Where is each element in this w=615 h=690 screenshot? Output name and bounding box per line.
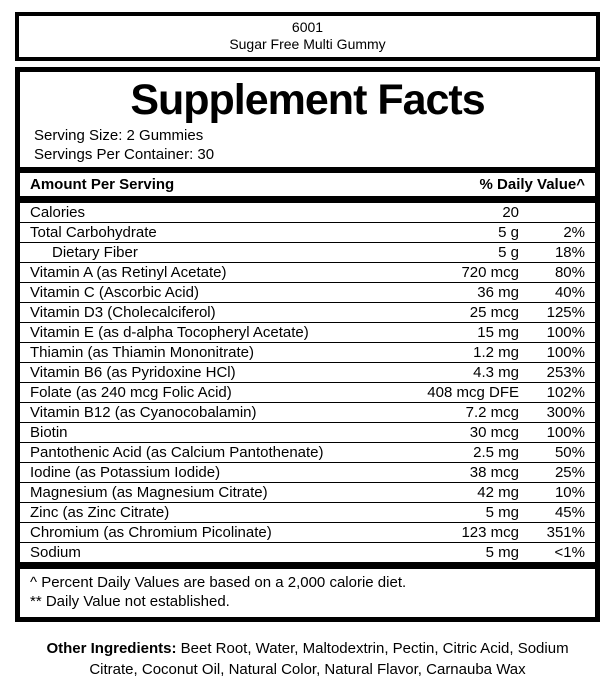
nutrient-daily-value: 253% xyxy=(546,363,585,381)
nutrient-name: Total Carbohydrate xyxy=(30,223,157,241)
table-row: Folate (as 240 mcg Folic Acid) 408 mcg D… xyxy=(20,383,595,403)
nutrient-daily-value: 125% xyxy=(546,303,585,321)
nutrient-amount: 38 mcg xyxy=(469,463,519,481)
nutrient-daily-value: 18% xyxy=(554,243,585,261)
nutrient-amount: 4.3 mg xyxy=(473,363,519,381)
nutrient-amount: 42 mg xyxy=(477,483,519,501)
nutrient-daily-value: 40% xyxy=(554,283,585,301)
table-row: Vitamin E (as d-alpha Tocopheryl Acetate… xyxy=(20,323,595,343)
nutrient-amount: 25 mcg xyxy=(469,303,519,321)
table-row: Vitamin A (as Retinyl Acetate) 720 mcg 8… xyxy=(20,263,595,283)
table-row: Pantothenic Acid (as Calcium Pantothenat… xyxy=(20,443,595,463)
table-row: Biotin 30 mcg 100% xyxy=(20,423,595,443)
nutrient-daily-value: 25% xyxy=(554,463,585,481)
nutrient-amount: 5 g xyxy=(498,223,519,241)
nutrient-name: Vitamin A (as Retinyl Acetate) xyxy=(30,263,227,281)
nutrient-name: Chromium (as Chromium Picolinate) xyxy=(30,523,272,541)
nutrient-amount: 36 mg xyxy=(477,283,519,301)
product-code: 6001 xyxy=(291,19,324,35)
nutrient-name: Biotin xyxy=(30,423,68,441)
nutrient-amount: 5 mg xyxy=(485,543,519,561)
other-ingredients-text: Beet Root, Water, Maltodextrin, Pectin, … xyxy=(89,640,569,678)
table-row: Zinc (as Zinc Citrate) 5 mg 45% xyxy=(20,503,595,523)
other-ingredients: Other Ingredients: Beet Root, Water, Mal… xyxy=(15,638,600,680)
nutrient-name: Zinc (as Zinc Citrate) xyxy=(30,503,170,521)
separator-bar-top xyxy=(20,167,595,173)
product-name: Sugar Free Multi Gummy xyxy=(229,36,386,52)
nutrient-amount: 123 mcg xyxy=(461,523,519,541)
daily-value-header: % Daily Value^ xyxy=(479,176,585,193)
product-info-box: 6001 Sugar Free Multi Gummy xyxy=(15,12,600,61)
panel-title: Supplement Facts xyxy=(130,76,485,124)
nutrient-amount: 720 mcg xyxy=(461,263,519,281)
nutrient-name: Calories xyxy=(30,203,86,221)
servings-per-container: Servings Per Container: 30 xyxy=(34,146,215,163)
nutrient-name: Pantothenic Acid (as Calcium Pantothenat… xyxy=(30,443,324,461)
nutrient-name: Vitamin B6 (as Pyridoxine HCl) xyxy=(30,363,236,381)
supplement-facts-panel: Supplement Facts Serving Size: 2 Gummies… xyxy=(15,67,600,622)
table-row: Total Carbohydrate 5 g 2% xyxy=(20,223,595,243)
footnotes: ^ Percent Daily Values are based on a 2,… xyxy=(20,569,595,617)
nutrient-daily-value: <1% xyxy=(554,543,585,561)
nutrient-amount: 2.5 mg xyxy=(473,443,519,461)
nutrient-name: Thiamin (as Thiamin Mononitrate) xyxy=(30,343,254,361)
amount-per-serving-header: Amount Per Serving xyxy=(30,176,175,193)
nutrient-amount: 20 xyxy=(502,203,519,221)
nutrient-name: Vitamin C (Ascorbic Acid) xyxy=(30,283,199,301)
supplement-table: Calories 20 Total Carbohydrate 5 g 2% Di… xyxy=(20,203,595,562)
nutrient-amount: 1.2 mg xyxy=(473,343,519,361)
table-row: Sodium 5 mg <1% xyxy=(20,543,595,562)
table-row: Magnesium (as Magnesium Citrate) 42 mg 1… xyxy=(20,483,595,503)
table-row: Vitamin D3 (Cholecalciferol) 25 mcg 125% xyxy=(20,303,595,323)
nutrient-name: Vitamin D3 (Cholecalciferol) xyxy=(30,303,216,321)
nutrient-daily-value: 50% xyxy=(554,443,585,461)
table-row: Vitamin C (Ascorbic Acid) 36 mg 40% xyxy=(20,283,595,303)
separator-bar-bottom xyxy=(20,562,595,569)
table-row: Vitamin B12 (as Cyanocobalamin) 7.2 mcg … xyxy=(20,403,595,423)
table-row: Iodine (as Potassium Iodide) 38 mcg 25% xyxy=(20,463,595,483)
serving-info: Serving Size: 2 Gummies Servings Per Con… xyxy=(20,126,595,167)
table-row: Dietary Fiber 5 g 18% xyxy=(20,243,595,263)
table-row: Chromium (as Chromium Picolinate) 123 mc… xyxy=(20,523,595,543)
nutrient-name: Sodium xyxy=(30,543,81,561)
nutrient-daily-value: 100% xyxy=(546,343,585,361)
nutrient-daily-value: 100% xyxy=(546,323,585,341)
nutrient-daily-value: 100% xyxy=(546,423,585,441)
nutrient-daily-value: 300% xyxy=(546,403,585,421)
nutrient-name: Magnesium (as Magnesium Citrate) xyxy=(30,483,268,501)
nutrient-daily-value: 351% xyxy=(546,523,585,541)
footnote-daily-values: ^ Percent Daily Values are based on a 2,… xyxy=(30,574,407,591)
nutrient-daily-value: 10% xyxy=(554,483,585,501)
other-ingredients-label: Other Ingredients: xyxy=(46,640,177,657)
nutrient-daily-value: 102% xyxy=(546,383,585,401)
table-header: Amount Per Serving % Daily Value^ xyxy=(20,173,595,196)
table-row: Vitamin B6 (as Pyridoxine HCl) 4.3 mg 25… xyxy=(20,363,595,383)
table-row: Thiamin (as Thiamin Mononitrate) 1.2 mg … xyxy=(20,343,595,363)
nutrient-daily-value: 45% xyxy=(554,503,585,521)
nutrient-amount: 5 mg xyxy=(485,503,519,521)
nutrient-daily-value: 80% xyxy=(554,263,585,281)
nutrient-name: Vitamin E (as d-alpha Tocopheryl Acetate… xyxy=(30,323,309,341)
nutrient-amount: 408 mcg DFE xyxy=(427,383,519,401)
table-row: Calories 20 xyxy=(20,203,595,223)
nutrient-amount: 7.2 mcg xyxy=(465,403,519,421)
nutrient-daily-value: 2% xyxy=(563,223,585,241)
nutrient-name: Vitamin B12 (as Cyanocobalamin) xyxy=(30,403,257,421)
separator-bar-header xyxy=(20,196,595,203)
serving-size: Serving Size: 2 Gummies xyxy=(34,127,204,144)
nutrient-amount: 5 g xyxy=(498,243,519,261)
nutrient-amount: 30 mcg xyxy=(469,423,519,441)
nutrient-name: Dietary Fiber xyxy=(52,243,138,261)
nutrient-name: Folate (as 240 mcg Folic Acid) xyxy=(30,383,232,401)
nutrient-amount: 15 mg xyxy=(477,323,519,341)
nutrient-name: Iodine (as Potassium Iodide) xyxy=(30,463,221,481)
footnote-not-established: ** Daily Value not established. xyxy=(30,593,230,610)
